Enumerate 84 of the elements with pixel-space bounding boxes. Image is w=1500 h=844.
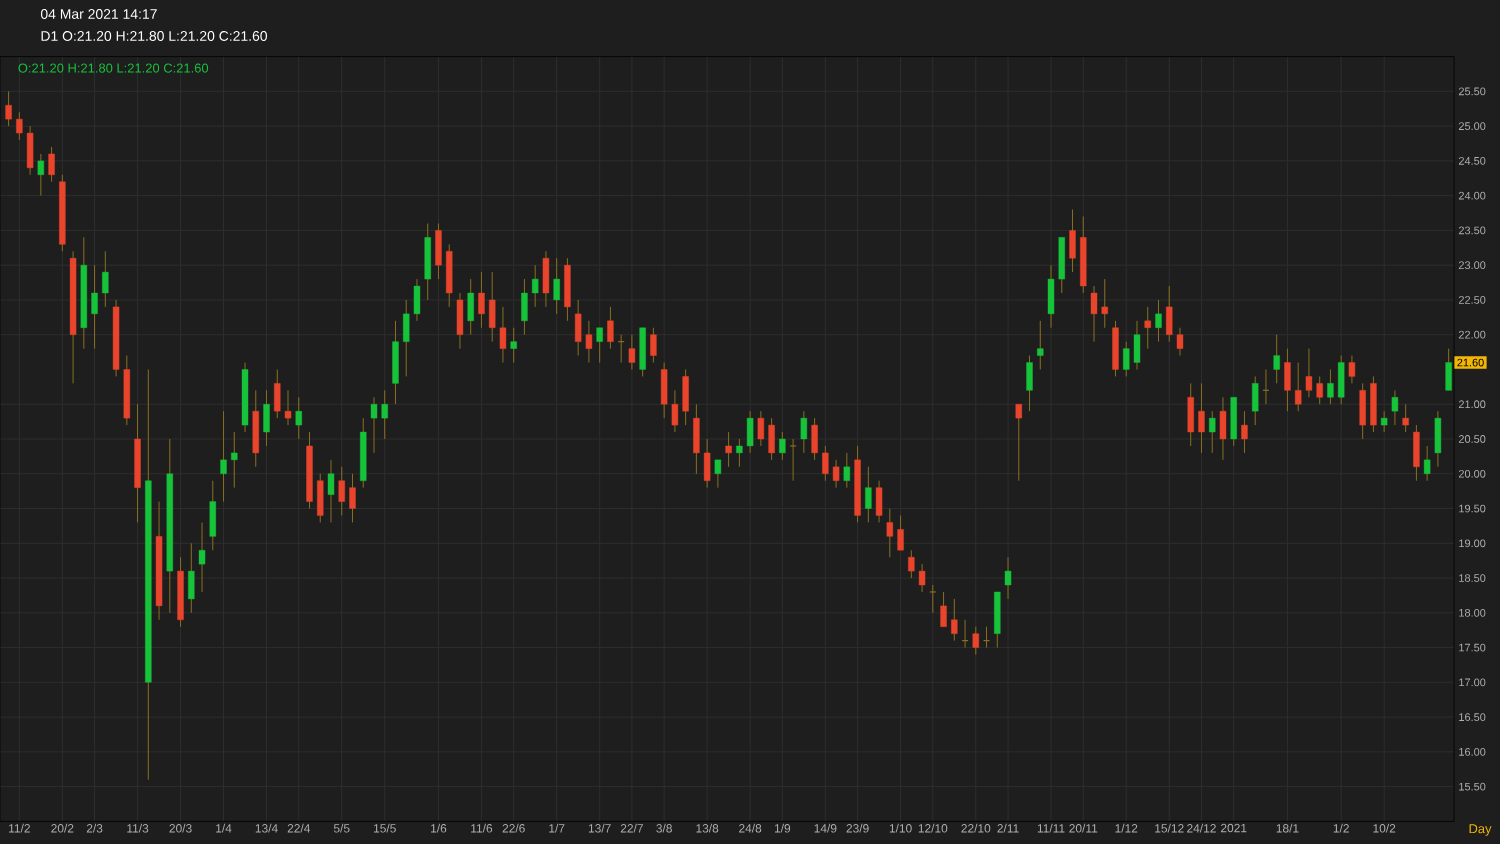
candlestick	[779, 431, 786, 461]
candlestick	[327, 459, 335, 523]
candlestick	[1037, 320, 1044, 370]
candlestick	[650, 327, 657, 364]
candlestick	[725, 431, 732, 468]
candlestick	[220, 410, 227, 503]
candlestick	[1112, 320, 1119, 377]
candlestick	[1370, 375, 1377, 433]
candlestick	[209, 480, 216, 551]
candlestick	[1348, 355, 1356, 384]
candlestick	[951, 598, 958, 642]
candlestick	[521, 278, 528, 336]
candlestick	[392, 320, 399, 405]
candlestick	[317, 473, 324, 523]
candlestick	[435, 222, 442, 280]
candlestick	[1187, 382, 1194, 447]
candlestick	[1069, 209, 1076, 273]
candlestick	[1166, 285, 1173, 343]
candlestick	[940, 591, 947, 628]
candlestick	[1015, 403, 1022, 482]
candlestick	[1004, 556, 1012, 600]
candlestick	[338, 466, 345, 516]
candlestick	[542, 250, 550, 308]
candlestick	[1359, 382, 1366, 440]
candlestick	[499, 306, 507, 364]
candlestick	[800, 410, 808, 454]
candlestick	[488, 271, 496, 343]
candlestick	[1391, 389, 1399, 426]
candlestick	[1209, 410, 1216, 454]
candlestick	[37, 153, 45, 197]
candlestick	[48, 146, 55, 183]
candlestick	[564, 257, 571, 322]
candlestick	[1413, 424, 1420, 482]
candlestick	[897, 514, 904, 551]
candlestick	[553, 257, 560, 315]
candlestick	[1327, 368, 1334, 405]
candlestick	[446, 243, 453, 308]
candlestick	[531, 264, 539, 308]
candlestick	[349, 473, 356, 523]
candlestick	[1402, 403, 1409, 433]
candlestick	[1144, 306, 1151, 350]
candlestick	[510, 327, 517, 364]
candlestick	[263, 389, 270, 447]
candlestick	[639, 327, 646, 377]
candlestick	[628, 334, 636, 370]
candlestick	[252, 389, 259, 468]
candlestick	[467, 278, 474, 336]
candlestick	[1230, 396, 1237, 447]
candlestick	[1337, 355, 1345, 405]
candlestick	[1252, 375, 1259, 426]
candlestick	[478, 271, 485, 329]
candlestick	[811, 417, 818, 461]
candlestick	[843, 452, 851, 489]
candlestick	[1284, 348, 1291, 412]
candlestick	[1026, 355, 1033, 412]
candlestick	[231, 431, 238, 489]
candlestick	[929, 584, 937, 614]
candlestick	[91, 264, 98, 350]
candlestick	[865, 466, 872, 523]
candlestick	[102, 250, 109, 308]
candlestick	[188, 542, 195, 614]
candlestick	[875, 480, 883, 523]
candlestick	[1198, 382, 1205, 454]
candlestick	[5, 90, 12, 127]
candlestick	[1176, 327, 1184, 357]
candlestick	[198, 521, 206, 593]
candlestick	[456, 292, 464, 350]
candlestick	[295, 396, 302, 440]
candlestick	[972, 626, 979, 656]
candlestick	[596, 327, 603, 364]
candlestick	[1273, 334, 1280, 384]
candlestick	[789, 438, 797, 482]
candlestick	[714, 459, 722, 489]
candlestick	[1219, 396, 1227, 461]
candlestick	[1423, 445, 1431, 482]
candlestick	[1380, 410, 1388, 433]
candlestick	[1241, 410, 1248, 454]
candlestick	[1434, 410, 1442, 468]
candlestick	[1155, 299, 1162, 343]
candlestick	[424, 222, 431, 301]
candlestick	[607, 306, 614, 350]
candlestick	[886, 508, 894, 558]
candlestick	[1445, 348, 1452, 391]
candlestick	[994, 591, 1001, 649]
